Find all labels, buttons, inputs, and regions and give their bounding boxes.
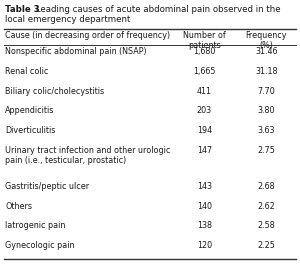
Text: 7.70: 7.70	[257, 87, 275, 96]
Text: Gastritis/peptic ulcer: Gastritis/peptic ulcer	[5, 182, 89, 191]
Text: Biliary colic/cholecystitis: Biliary colic/cholecystitis	[5, 87, 104, 96]
Text: Frequency
(%): Frequency (%)	[246, 31, 287, 50]
Text: Gynecologic pain: Gynecologic pain	[5, 241, 74, 250]
Text: 2.25: 2.25	[257, 241, 275, 250]
Text: Others: Others	[5, 202, 32, 211]
Text: 3.63: 3.63	[258, 126, 275, 135]
Text: 120: 120	[197, 241, 212, 250]
Text: Urinary tract infection and other urologic
pain (i.e., testicular, prostatic): Urinary tract infection and other urolog…	[5, 146, 170, 166]
Text: 2.58: 2.58	[257, 221, 275, 230]
Text: Nonspecific abdominal pain (NSAP): Nonspecific abdominal pain (NSAP)	[5, 47, 147, 56]
Text: 194: 194	[197, 126, 212, 135]
Text: Leading causes of acute abdominal pain observed in the: Leading causes of acute abdominal pain o…	[33, 5, 284, 14]
Text: 140: 140	[197, 202, 212, 211]
Text: Table 3: Table 3	[5, 5, 40, 14]
Text: 31.46: 31.46	[255, 47, 278, 56]
Text: Iatrogenic pain: Iatrogenic pain	[5, 221, 65, 230]
Text: Cause (in decreasing order of frequency): Cause (in decreasing order of frequency)	[5, 31, 170, 40]
Text: Number of
patients: Number of patients	[183, 31, 226, 50]
Text: local emergency department: local emergency department	[5, 15, 130, 24]
Text: 147: 147	[197, 146, 212, 155]
Text: 1,665: 1,665	[193, 67, 215, 76]
Text: Renal colic: Renal colic	[5, 67, 48, 76]
Text: 203: 203	[197, 107, 212, 115]
Text: 1,680: 1,680	[193, 47, 215, 56]
Text: 2.62: 2.62	[257, 202, 275, 211]
Text: 2.68: 2.68	[257, 182, 275, 191]
Text: 411: 411	[197, 87, 212, 96]
Text: Appendicitis: Appendicitis	[5, 107, 54, 115]
Text: 2.75: 2.75	[257, 146, 275, 155]
Text: Diverticulitis: Diverticulitis	[5, 126, 55, 135]
Text: 3.80: 3.80	[258, 107, 275, 115]
Text: 138: 138	[197, 221, 212, 230]
Text: 143: 143	[197, 182, 212, 191]
Text: 31.18: 31.18	[255, 67, 278, 76]
